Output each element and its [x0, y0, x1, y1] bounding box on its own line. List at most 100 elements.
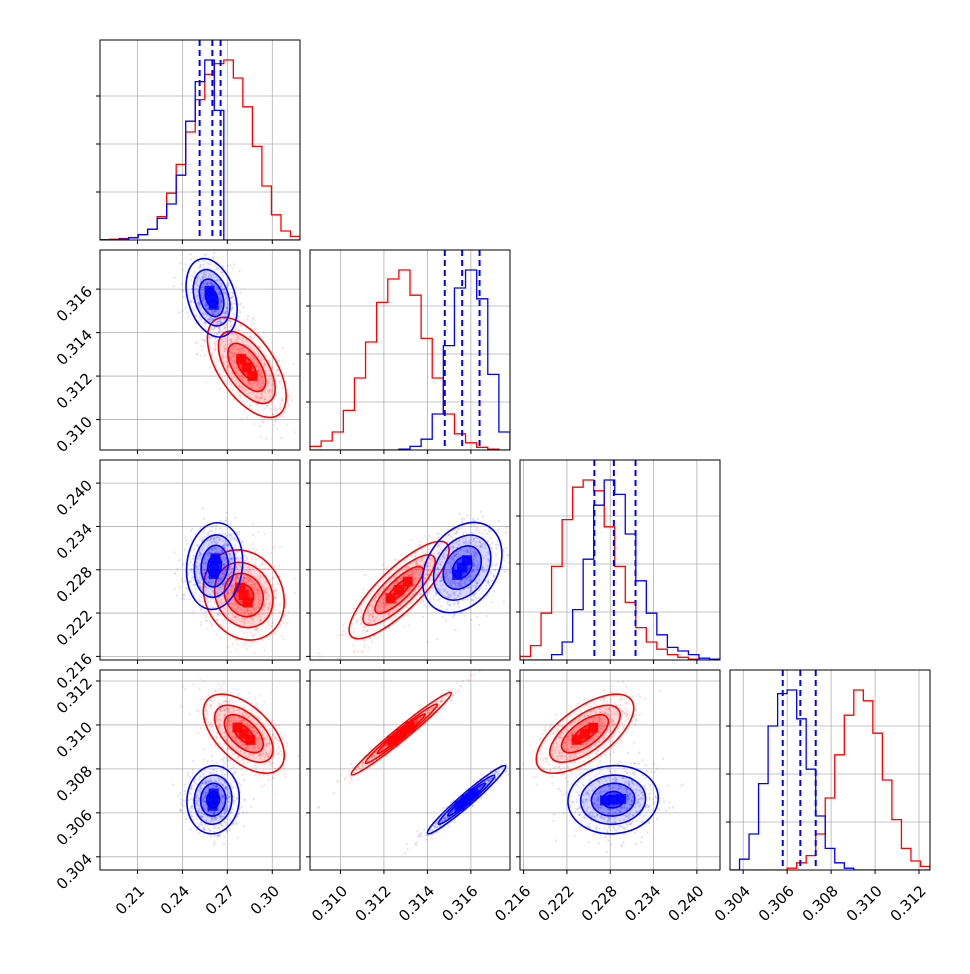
scatter-point	[319, 655, 321, 657]
scatter-point	[233, 398, 235, 400]
scatter-point	[213, 252, 215, 254]
scatter-point	[259, 695, 261, 697]
scatter-point	[467, 515, 469, 517]
scatter-point	[241, 541, 243, 543]
scatter-point	[214, 689, 216, 691]
scatter-point	[286, 614, 288, 616]
scatter-point	[478, 624, 480, 626]
scatter-point	[394, 558, 396, 560]
scatter-point	[184, 307, 186, 309]
panel-frame	[520, 460, 720, 660]
scatter-point	[191, 612, 193, 614]
scatter-point	[227, 265, 229, 267]
scatter-point	[248, 548, 250, 550]
scatter-point	[498, 520, 500, 522]
scatter-point	[205, 253, 207, 255]
scatter-point	[244, 642, 246, 644]
scatter-point	[470, 619, 472, 621]
scatter-point	[267, 778, 269, 780]
scatter-point	[357, 650, 359, 652]
scatter-point	[407, 614, 409, 616]
scatter-point	[191, 528, 193, 530]
scatter-point	[318, 652, 320, 654]
scatter-point	[189, 598, 191, 600]
scatter-point	[200, 355, 202, 357]
scatter-point	[190, 530, 192, 532]
density-peak	[248, 371, 258, 381]
scatter-point	[185, 263, 187, 265]
scatter-point	[278, 564, 280, 566]
scatter-point	[423, 554, 425, 556]
scatter-point	[224, 691, 226, 693]
scatter-point	[408, 624, 410, 626]
scatter-point	[486, 615, 488, 617]
scatter-point	[258, 775, 260, 777]
scatter-point	[200, 624, 202, 626]
scatter-point	[511, 547, 513, 549]
scatter-point	[442, 616, 444, 618]
scatter-point	[209, 366, 211, 368]
scatter-point	[337, 658, 339, 660]
scatter-point	[226, 339, 228, 341]
scatter-point	[225, 344, 227, 346]
scatter-point	[253, 423, 255, 425]
scatter-point	[282, 347, 284, 349]
scatter-point	[463, 615, 465, 617]
scatter-point	[183, 296, 185, 298]
scatter-point	[436, 638, 438, 640]
scatter-point	[174, 573, 176, 575]
scatter-point	[203, 680, 205, 682]
y-tick-label: 0.316	[53, 282, 96, 325]
scatter-point	[283, 768, 285, 770]
scatter-point	[200, 609, 202, 611]
y-tick-label: 0.312	[53, 369, 96, 412]
scatter-point	[505, 547, 507, 549]
scatter-point	[250, 645, 252, 647]
scatter-point	[231, 619, 233, 621]
scatter-point	[178, 311, 180, 313]
scatter-point	[286, 745, 288, 747]
scatter-point	[221, 685, 223, 687]
scatter-point	[187, 312, 189, 314]
scatter-point	[200, 727, 202, 729]
scatter-point	[445, 620, 447, 622]
scatter-point	[223, 613, 225, 615]
scatter-point	[243, 410, 245, 412]
scatter-point	[263, 649, 265, 651]
scatter-point	[217, 690, 219, 692]
scatter-point	[182, 594, 184, 596]
scatter-point	[238, 531, 240, 533]
scatter-point	[413, 559, 415, 561]
scatter-point	[374, 635, 376, 637]
scatter-point	[252, 548, 254, 550]
scatter-point	[262, 549, 264, 551]
scatter-point	[235, 286, 237, 288]
scatter-point	[254, 697, 256, 699]
scatter-point	[364, 574, 366, 576]
scatter-point	[263, 533, 265, 535]
scatter-point	[272, 547, 274, 549]
scatter-point	[294, 431, 296, 433]
scatter-point	[189, 713, 191, 715]
scatter-point	[272, 777, 274, 779]
scatter-point	[197, 732, 199, 734]
scatter-point	[282, 415, 284, 417]
scatter-point	[403, 625, 405, 627]
scatter-point	[208, 694, 210, 696]
scatter-point	[463, 518, 465, 520]
scatter-point	[460, 612, 462, 614]
density-peak	[394, 585, 404, 595]
scatter-point	[181, 283, 183, 285]
scatter-point	[184, 688, 186, 690]
scatter-point	[415, 560, 417, 562]
scatter-point	[178, 559, 180, 561]
scatter-point	[486, 594, 488, 596]
scatter-point	[425, 606, 427, 608]
scatter-point	[508, 562, 510, 564]
scatter-point	[237, 607, 239, 609]
scatter-point	[179, 586, 181, 588]
scatter-point	[369, 637, 371, 639]
scatter-point	[382, 564, 384, 566]
scatter-point	[223, 350, 225, 352]
